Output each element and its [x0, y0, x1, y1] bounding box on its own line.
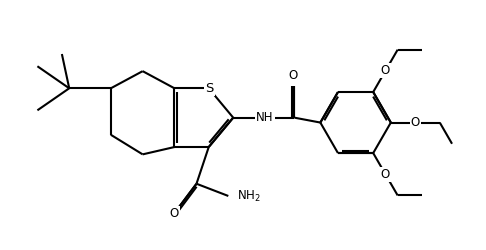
Text: NH: NH	[256, 111, 274, 124]
Text: S: S	[206, 82, 214, 95]
Text: O: O	[289, 69, 298, 82]
Text: NH$_2$: NH$_2$	[237, 188, 261, 204]
Text: O: O	[170, 206, 179, 220]
Text: O: O	[381, 64, 390, 77]
Text: O: O	[381, 168, 390, 181]
Text: O: O	[411, 116, 420, 129]
